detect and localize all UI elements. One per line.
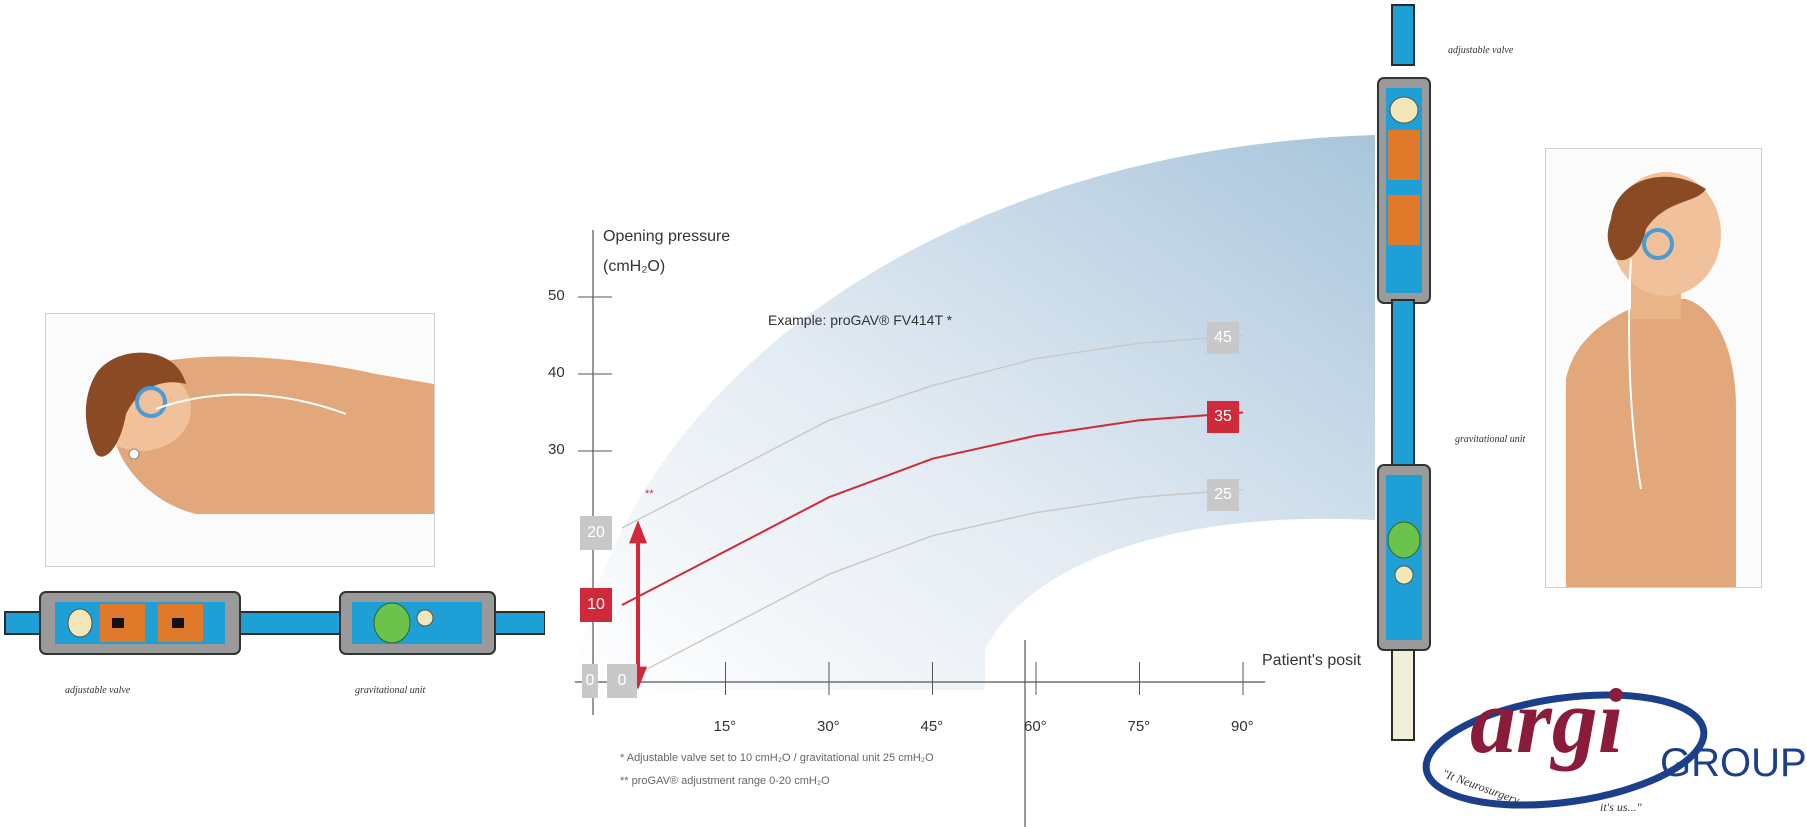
right-gravitational-unit-label: gravitational unit	[1455, 434, 1526, 445]
footnote-2: ** proGAV® adjustment range 0-20 cmH₂O	[620, 775, 830, 787]
y-axis-title: Opening pressure	[603, 228, 731, 245]
start-label-lower: 0	[607, 664, 637, 698]
range-marker: **	[645, 488, 654, 500]
left-adjustable-valve-label: adjustable valve	[65, 685, 131, 696]
zero-box: 0	[582, 664, 598, 698]
patient-lying-photo	[45, 313, 435, 567]
right-adjustable-valve-label: adjustable valve	[1448, 45, 1514, 56]
start-label-set: 10	[580, 588, 612, 622]
x-tick-label: 90°	[1231, 718, 1254, 735]
left-gravitational-unit-label: gravitational unit	[355, 685, 426, 696]
x-tick-label: 45°	[920, 718, 944, 735]
horizontal-valve-assembly	[4, 591, 545, 655]
end-label-lower: 25	[1207, 479, 1239, 511]
y-axis-unit: (cmH₂O)	[603, 258, 666, 275]
logo-group-text: GROUP	[1660, 741, 1807, 785]
logo-brand-text: argi	[1470, 670, 1624, 772]
y-tick-label: 40	[548, 364, 565, 381]
x-tick-label: 60°	[1024, 718, 1047, 735]
patient-upright-photo	[1545, 148, 1762, 588]
series-line-0	[621, 334, 1244, 529]
end-label-upper: 45	[1207, 322, 1239, 354]
argi-group-logo	[1422, 691, 1708, 809]
chart-title: Example: proGAV® FV414T *	[768, 312, 953, 328]
series-line-2	[621, 488, 1244, 683]
x-axis-title: Patient's posit	[1262, 652, 1362, 669]
vertical-valve-assembly	[1377, 4, 1431, 741]
x-tick-label: 30°	[817, 718, 840, 735]
footnote-1: * Adjustable valve set to 10 cmH₂O / gra…	[620, 752, 934, 764]
series-line-1	[621, 411, 1244, 606]
end-label-set: 35	[1207, 401, 1239, 433]
x-tick-label: 15°	[713, 718, 737, 735]
logo-tagline-right: it's us..."	[1600, 800, 1642, 814]
x-tick-label: 75°	[1127, 718, 1151, 735]
start-label-upper: 20	[580, 516, 612, 550]
range-arrow-head-top	[629, 520, 647, 544]
y-tick-label: 50	[548, 287, 565, 304]
y-tick-label: 30	[548, 441, 565, 458]
